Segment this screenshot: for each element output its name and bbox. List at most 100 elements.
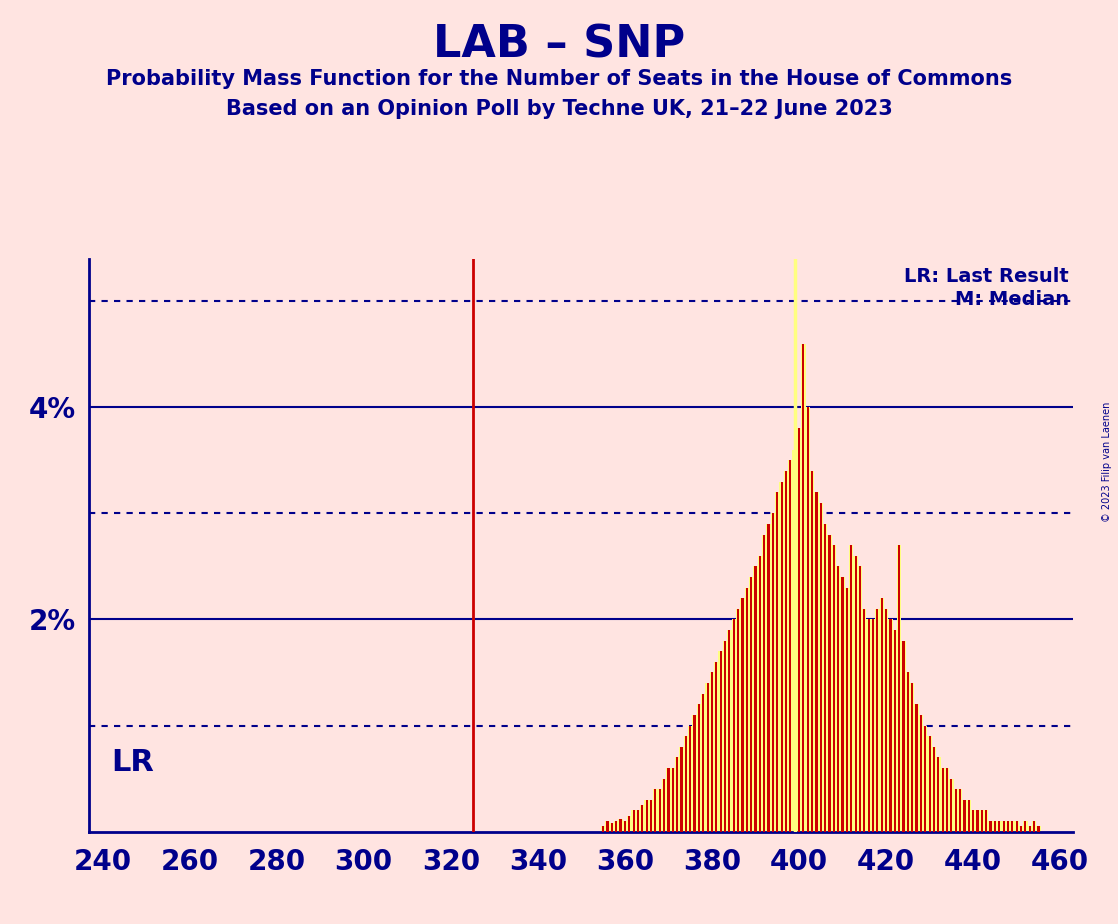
Bar	[964, 800, 966, 832]
Bar	[1036, 826, 1041, 832]
Bar	[954, 789, 958, 832]
Bar	[645, 800, 647, 832]
Bar	[754, 566, 758, 832]
Text: Based on an Opinion Poll by Techne UK, 21–22 June 2023: Based on an Opinion Poll by Techne UK, 2…	[226, 99, 892, 119]
Bar	[945, 768, 949, 832]
Bar	[950, 779, 953, 832]
Bar	[606, 821, 608, 832]
Bar	[916, 704, 918, 832]
Bar	[853, 555, 858, 832]
Bar	[862, 609, 866, 832]
Bar	[1007, 821, 1010, 832]
Bar	[863, 609, 865, 832]
Bar	[866, 619, 871, 832]
Bar	[845, 588, 849, 832]
Bar	[749, 577, 754, 832]
Bar	[605, 821, 609, 832]
Bar	[818, 503, 823, 832]
Bar	[885, 609, 888, 832]
Bar	[627, 816, 632, 832]
Bar	[901, 640, 906, 832]
Bar	[920, 715, 922, 832]
Bar	[676, 758, 679, 832]
Bar	[771, 514, 774, 832]
Bar	[727, 630, 731, 832]
Bar	[692, 715, 697, 832]
Bar	[827, 535, 832, 832]
Bar	[766, 524, 770, 832]
Bar	[628, 816, 631, 832]
Bar	[746, 588, 748, 832]
Bar	[684, 736, 688, 832]
Bar	[881, 598, 883, 832]
Bar	[1029, 826, 1031, 832]
Bar	[837, 566, 840, 832]
Bar	[968, 800, 970, 832]
Bar	[963, 800, 967, 832]
Bar	[1012, 821, 1013, 832]
Bar	[1038, 826, 1040, 832]
Bar	[681, 747, 683, 832]
Bar	[785, 471, 787, 832]
Bar	[842, 577, 844, 832]
Bar	[814, 492, 818, 832]
Bar	[680, 747, 684, 832]
Bar	[828, 535, 831, 832]
Bar	[936, 758, 940, 832]
Bar	[898, 545, 900, 832]
Text: M: Median: M: Median	[955, 290, 1069, 310]
Bar	[667, 768, 670, 832]
Bar	[672, 768, 674, 832]
Bar	[732, 619, 735, 832]
Bar	[684, 736, 686, 832]
Bar	[824, 524, 826, 832]
Bar	[823, 524, 827, 832]
Bar	[716, 662, 718, 832]
Bar	[928, 736, 931, 832]
Bar	[642, 805, 643, 832]
Bar	[702, 694, 704, 832]
Bar	[737, 609, 739, 832]
Bar	[850, 545, 852, 832]
Bar	[705, 683, 710, 832]
Bar	[846, 588, 847, 832]
Bar	[994, 821, 996, 832]
Bar	[967, 800, 970, 832]
Bar	[657, 789, 662, 832]
Bar	[915, 704, 919, 832]
Bar	[988, 821, 993, 832]
Bar	[949, 779, 954, 832]
Bar	[659, 789, 661, 832]
Bar	[710, 673, 714, 832]
Bar	[770, 514, 775, 832]
Bar	[707, 683, 709, 832]
Bar	[880, 598, 884, 832]
Bar	[946, 768, 948, 832]
Bar	[1033, 821, 1035, 832]
Bar	[666, 768, 671, 832]
Bar	[940, 768, 945, 832]
Bar	[985, 810, 987, 832]
Bar	[633, 810, 635, 832]
Bar	[993, 821, 997, 832]
Bar	[809, 471, 814, 832]
Bar	[784, 471, 788, 832]
Bar	[975, 810, 979, 832]
Bar	[836, 566, 841, 832]
Bar	[980, 810, 983, 832]
Bar	[759, 555, 761, 832]
Bar	[806, 407, 809, 832]
Bar	[1003, 821, 1005, 832]
Bar	[688, 725, 692, 832]
Bar	[931, 747, 936, 832]
Bar	[779, 481, 784, 832]
Bar	[959, 789, 961, 832]
Bar	[663, 779, 665, 832]
Bar	[636, 810, 641, 832]
Bar	[859, 566, 861, 832]
Bar	[614, 821, 618, 832]
Bar	[907, 673, 909, 832]
Bar	[724, 640, 726, 832]
Bar	[897, 545, 901, 832]
Bar	[736, 609, 740, 832]
